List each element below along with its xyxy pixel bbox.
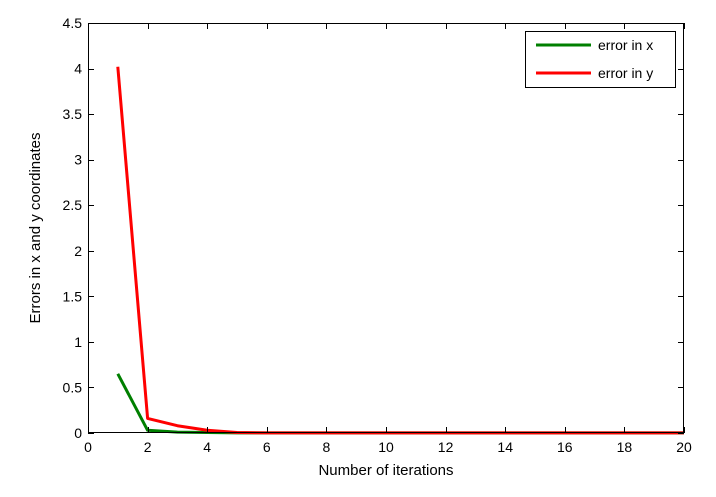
x-tick-label: 20 bbox=[676, 439, 692, 455]
x-tick-label: 10 bbox=[378, 439, 394, 455]
y-tick-label: 2.5 bbox=[63, 197, 83, 213]
legend-box bbox=[525, 31, 676, 88]
y-tick-label: 3 bbox=[74, 152, 82, 168]
x-tick-label: 16 bbox=[557, 439, 573, 455]
y-tick-label: 0 bbox=[74, 425, 82, 441]
x-tick-label: 0 bbox=[84, 439, 92, 455]
y-axis-label: Errors in x and y coordinates bbox=[27, 133, 44, 324]
legend-entry-error-in-x: error in x bbox=[598, 37, 653, 53]
y-tick-label: 4 bbox=[74, 61, 82, 77]
x-tick-label: 6 bbox=[263, 439, 271, 455]
y-tick-label: 0.5 bbox=[63, 379, 83, 395]
x-tick-label: 4 bbox=[203, 439, 211, 455]
x-tick-label: 8 bbox=[323, 439, 331, 455]
legend-entry-error-in-y: error in y bbox=[598, 65, 653, 81]
axis-ticks bbox=[88, 23, 685, 434]
y-tick-label: 1.5 bbox=[63, 288, 83, 304]
y-tick-label: 1 bbox=[74, 334, 82, 350]
y-tick-label: 2 bbox=[74, 243, 82, 259]
tick-labels: 0 2 4 6 8 10 12 14 16 18 20 0 0.5 1 1.5 2 2.5 3 3.5 4 4.5 bbox=[63, 15, 692, 455]
legend: error in x error in y bbox=[525, 31, 676, 88]
y-tick-label: 4.5 bbox=[63, 15, 83, 31]
x-tick-label: 12 bbox=[438, 439, 454, 455]
x-axis-label: Number of iterations bbox=[318, 462, 453, 479]
x-tick-label: 14 bbox=[497, 439, 513, 455]
y-tick-label: 3.5 bbox=[63, 106, 83, 122]
x-tick-label: 18 bbox=[617, 439, 633, 455]
x-tick-label: 2 bbox=[144, 439, 152, 455]
plot-area bbox=[88, 23, 684, 433]
